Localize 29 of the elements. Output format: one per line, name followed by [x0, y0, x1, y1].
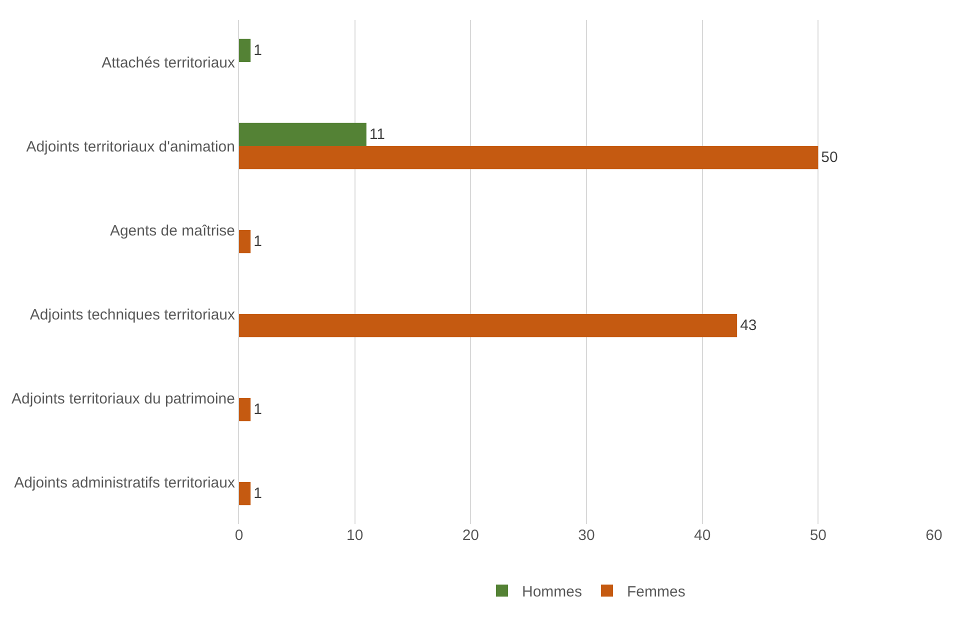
x-tick-label: 30 [578, 527, 595, 544]
x-tick-label: 20 [462, 527, 480, 544]
legend-label: Hommes [522, 584, 582, 600]
y-tick-label: Adjoints techniques territoriaux [30, 306, 236, 324]
x-tick-label: 40 [694, 527, 711, 544]
data-label: 1 [254, 401, 262, 418]
x-tick-label: 60 [926, 527, 942, 544]
data-label: 50 [821, 149, 838, 166]
legend-label: Femmes [627, 584, 686, 600]
y-tick-label: Adjoints territoriaux d'animation [26, 138, 235, 156]
x-tick-label: 10 [346, 527, 364, 544]
y-tick-label: Agents de maîtrise [110, 222, 235, 240]
y-tick-label: Adjoints territoriaux du patrimoine [12, 390, 235, 408]
data-label: 1 [254, 233, 262, 250]
y-tick-label: Adjoints administratifs territoriaux [14, 474, 236, 492]
x-tick-label: 0 [234, 527, 244, 544]
bar [239, 146, 818, 170]
bar [239, 482, 251, 506]
y-tick-label: Attachés territoriaux [102, 54, 236, 72]
bar [239, 314, 738, 338]
data-label: 1 [254, 485, 262, 502]
data-label: 1 [254, 42, 262, 59]
bar [239, 230, 251, 254]
bar [239, 398, 251, 422]
x-tick-label: 50 [810, 527, 827, 544]
bar [239, 122, 366, 146]
data-label: 43 [740, 317, 757, 334]
data-label: 11 [369, 126, 385, 143]
bar [239, 38, 251, 62]
